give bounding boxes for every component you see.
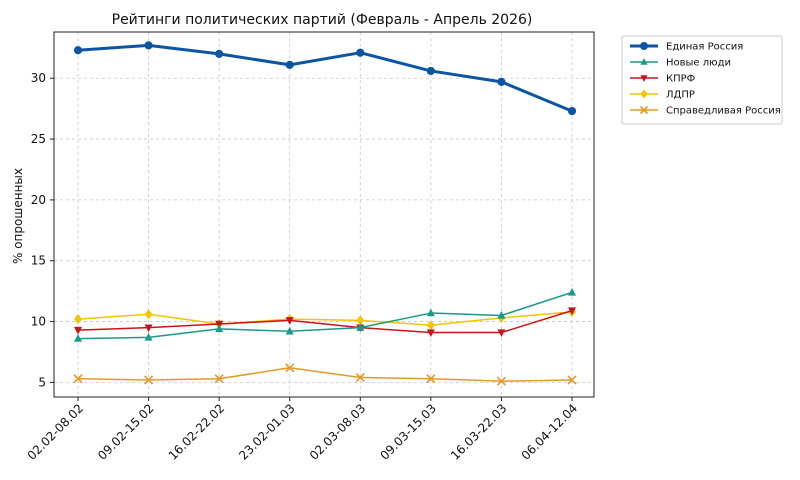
legend-item: Справедливая Россия bbox=[630, 106, 781, 117]
legend-label: ЛДПР bbox=[666, 90, 695, 101]
legend-item: ЛДПР bbox=[630, 89, 695, 101]
series-layer bbox=[73, 41, 577, 386]
data-point bbox=[144, 375, 154, 385]
data-point bbox=[567, 375, 577, 385]
legend-label: Единая Россия bbox=[666, 42, 743, 53]
data-point bbox=[144, 309, 153, 320]
data-point bbox=[285, 326, 294, 335]
data-point bbox=[356, 315, 365, 326]
y-tick-label: 30 bbox=[31, 71, 46, 85]
legend: Единая Россия Новые люди КПРФ ЛДПР Справедли… bbox=[621, 35, 783, 125]
data-point bbox=[144, 41, 153, 50]
data-point bbox=[426, 374, 436, 384]
legend-label: Новые люди bbox=[666, 58, 731, 69]
data-point bbox=[285, 317, 294, 325]
data-point bbox=[497, 329, 506, 338]
data-point bbox=[74, 314, 82, 325]
data-point bbox=[426, 320, 435, 331]
data-point bbox=[73, 46, 83, 55]
legend-item: КПРФ bbox=[630, 74, 696, 85]
series-line bbox=[77, 43, 573, 113]
legend-swatch-marker bbox=[640, 42, 648, 50]
series-0 bbox=[73, 41, 577, 116]
x-tick-label: 02.03-08.03 bbox=[307, 401, 369, 463]
legend-item: Новые люди bbox=[630, 58, 731, 69]
data-point bbox=[215, 49, 224, 59]
data-point bbox=[567, 106, 577, 116]
x-tick-label: 16.03-22.03 bbox=[448, 401, 510, 463]
data-point bbox=[356, 48, 365, 57]
data-point bbox=[426, 308, 435, 317]
data-point bbox=[355, 372, 365, 383]
chart-title: Рейтинги политических партий (Февраль - … bbox=[112, 12, 533, 28]
legend-box bbox=[621, 35, 783, 125]
legend-swatch-marker bbox=[640, 75, 648, 82]
x-tick-label: 02.02-08.02 bbox=[25, 401, 87, 463]
data-point bbox=[496, 376, 506, 386]
data-point bbox=[285, 363, 295, 373]
y-tick-label: 25 bbox=[31, 132, 46, 146]
data-point bbox=[356, 323, 365, 331]
data-point bbox=[285, 60, 294, 69]
legend-swatch-marker bbox=[640, 58, 648, 65]
y-tick-label: 5 bbox=[38, 375, 46, 389]
series-line bbox=[77, 291, 573, 340]
legend-item: Единая Россия bbox=[630, 42, 743, 53]
data-point bbox=[426, 66, 435, 76]
grid bbox=[54, 32, 594, 397]
data-point bbox=[568, 307, 576, 316]
y-tick-label: 10 bbox=[31, 315, 46, 329]
x-tick-label: 09.02-15.02 bbox=[95, 401, 157, 463]
legend-swatch-marker bbox=[639, 105, 649, 115]
series-line bbox=[77, 309, 573, 334]
legend-swatch-marker bbox=[640, 89, 648, 99]
x-tick-label: 23.02-01.03 bbox=[236, 401, 298, 463]
legend-label: Справедливая Россия bbox=[666, 106, 781, 117]
data-point bbox=[74, 334, 82, 342]
data-point bbox=[73, 374, 83, 384]
data-point bbox=[144, 332, 153, 341]
data-point bbox=[144, 324, 153, 333]
series-line bbox=[77, 367, 573, 382]
series-line bbox=[77, 311, 573, 326]
data-point bbox=[74, 326, 82, 335]
data-point bbox=[215, 324, 224, 333]
data-point bbox=[497, 77, 506, 86]
x-tick-label: 09.03-15.03 bbox=[377, 401, 439, 463]
plot-frame bbox=[53, 31, 595, 398]
series-4 bbox=[73, 363, 577, 386]
data-point bbox=[214, 374, 224, 384]
legend-label: КПРФ bbox=[666, 74, 696, 85]
series-1 bbox=[74, 287, 576, 342]
data-point bbox=[426, 329, 435, 338]
axes: 5 10 15 20 25 30 02.02-08.02 09.02-15.02 16.02-2… bbox=[25, 31, 595, 463]
data-point bbox=[497, 310, 506, 319]
x-tick-label: 06.04-12.04 bbox=[519, 401, 581, 463]
y-tick-label: 15 bbox=[31, 254, 46, 268]
data-point bbox=[568, 287, 576, 296]
y-axis-label: % опрошенных bbox=[11, 168, 25, 264]
x-tick-label: 16.02-22.02 bbox=[166, 401, 228, 463]
y-tick-label: 20 bbox=[31, 193, 46, 207]
